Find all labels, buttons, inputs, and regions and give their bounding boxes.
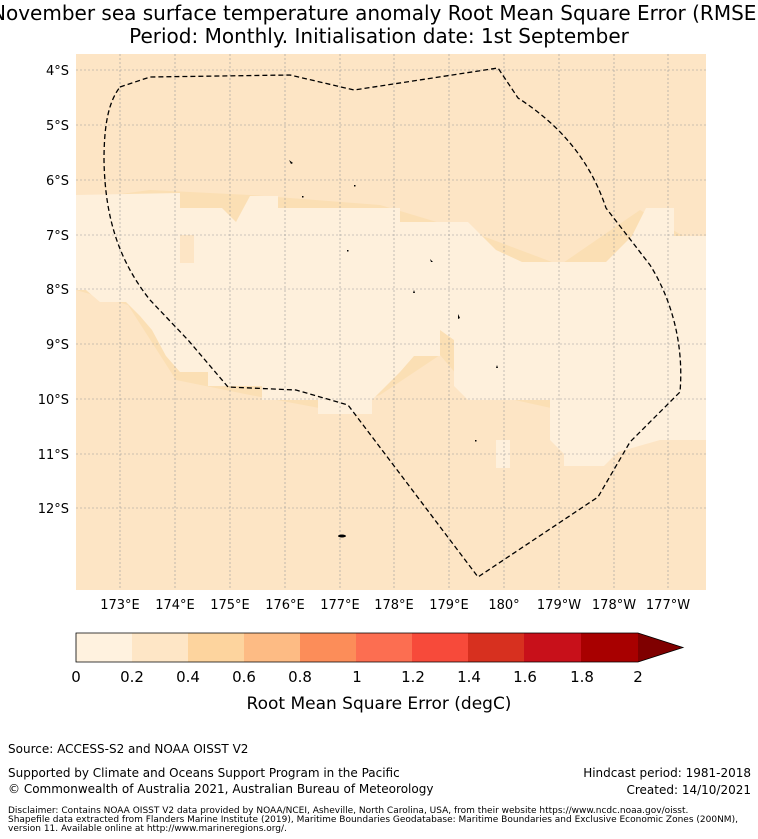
ocean-field-low (76, 193, 706, 466)
hindcast-period: Hindcast period: 1981-2018 (583, 766, 751, 780)
colorbar-bin (188, 633, 244, 662)
disclaimer-line: Disclaimer: Contains NOAA OISST V2 data … (8, 806, 689, 816)
copyright-text: © Commonwealth of Australia 2021, Austra… (8, 782, 434, 796)
colorbar-tick: 1 (352, 668, 362, 686)
graticule (76, 54, 706, 590)
colorbar-label: Root Mean Square Error (degC) (247, 694, 512, 714)
colorbar-tick: 1.4 (457, 668, 481, 686)
colorbar-tick: 1.8 (570, 668, 594, 686)
lat-label: 5°S (46, 119, 69, 134)
lat-label: 9°S (46, 338, 69, 353)
colorbar-tick: 2 (633, 668, 643, 686)
map-subtitle: Period: Monthly. Initialisation date: 1s… (129, 24, 629, 48)
colorbar-bin (300, 633, 356, 662)
support-text: Supported by Climate and Oceans Support … (8, 766, 400, 780)
lon-label: 178°E (374, 598, 414, 613)
lat-label: 6°S (46, 174, 69, 189)
colorbar-bin (468, 633, 524, 662)
islands (289, 160, 498, 538)
ocean-cell-mid (180, 235, 194, 263)
colorbar-tick: 0.8 (288, 668, 312, 686)
ocean-cell-low (496, 440, 510, 468)
map-title: November sea surface temperature anomaly… (0, 1, 758, 25)
colorbar-bin (244, 633, 300, 662)
colorbar-tick: 0.4 (176, 668, 200, 686)
lon-label: 180° (488, 598, 519, 613)
lat-label: 7°S (46, 229, 69, 244)
colorbar-bin (524, 633, 581, 662)
lat-label: 4°S (46, 64, 69, 79)
lon-label: 176°E (265, 598, 305, 613)
colorbar-tick: 0 (71, 668, 81, 686)
colorbar-bin (76, 633, 132, 662)
lat-label: 12°S (38, 502, 69, 517)
colorbar-extend-arrow (638, 633, 683, 662)
lon-label: 177°W (646, 598, 690, 613)
colorbar-tick: 1.6 (513, 668, 537, 686)
lat-label: 10°S (38, 393, 69, 408)
created-date: Created: 14/10/2021 (626, 783, 751, 797)
disclaimer-line: Shapefile data extracted from Flanders M… (8, 815, 738, 825)
lon-label: 174°E (155, 598, 195, 613)
lon-label: 178°W (592, 598, 636, 613)
colorbar-tick: 0.6 (232, 668, 256, 686)
colorbar-bin (412, 633, 468, 662)
eez-boundary (103, 67, 682, 578)
colorbar-bin (581, 633, 638, 662)
colorbar-tick: 1.2 (401, 668, 425, 686)
colorbar-bin (132, 633, 188, 662)
disclaimer-line: version 11. Available online at http://w… (8, 824, 287, 834)
lat-label: 8°S (46, 283, 69, 298)
lon-label: 179°W (537, 598, 581, 613)
lon-label: 173°E (100, 598, 140, 613)
colorbar (75, 632, 685, 663)
source-text: Source: ACCESS-S2 and NOAA OISST V2 (8, 742, 249, 756)
lon-label: 175°E (210, 598, 250, 613)
lon-label: 179°E (429, 598, 469, 613)
ocean-field-mid (76, 54, 706, 590)
colorbar-tick: 0.2 (120, 668, 144, 686)
lon-label: 177°E (320, 598, 360, 613)
lat-label: 11°S (38, 448, 69, 463)
colorbar-bin (356, 633, 412, 662)
